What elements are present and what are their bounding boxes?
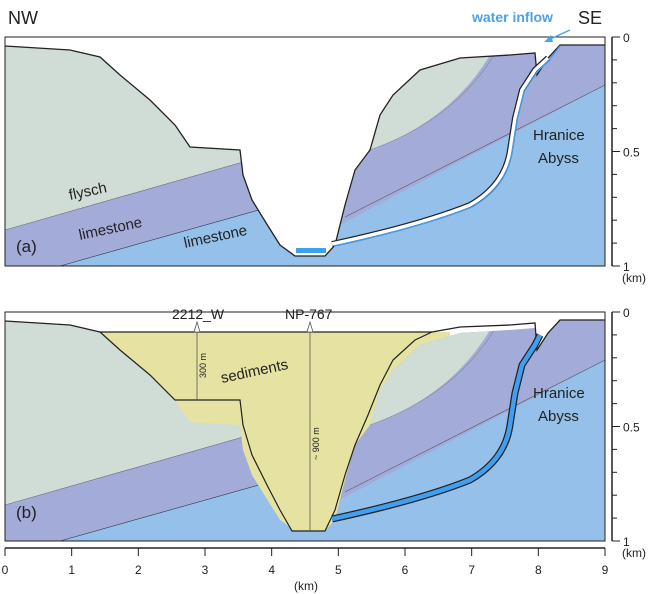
distance-tick-label: 3 [202, 563, 209, 577]
terrain-profile [4, 44, 605, 257]
borehole-np767-label: NP-767 [285, 306, 333, 322]
distance-tick-label: 5 [335, 563, 342, 577]
limestone-lower-right [330, 85, 605, 266]
sediment-body [98, 331, 433, 532]
abyss-label-line1: Hranice [533, 127, 585, 144]
panel-a-label: (a) [16, 237, 37, 256]
water-inflow-label: water inflow [471, 9, 553, 25]
depth-300m-label: 300 m [198, 353, 208, 378]
depth-tick-label: 0 [623, 306, 630, 320]
depth-900m-label: ~ 900 m [311, 427, 321, 460]
distance-unit-label: (km) [294, 579, 318, 593]
distance-tick-label: 7 [468, 563, 475, 577]
nw-label: NW [8, 8, 38, 28]
distance-tick-label: 6 [402, 563, 409, 577]
cave-channel [331, 56, 550, 246]
flooded-cave [331, 333, 543, 522]
depth-tick-label: 0 [623, 31, 630, 45]
distance-tick-label: 9 [602, 563, 609, 577]
depth-tick-label: 0.5 [623, 146, 640, 160]
depth-unit-label: (km) [622, 271, 646, 285]
canyon-water [296, 248, 326, 253]
axes: 00.51(km)00.51(km)0 1 2 3 4 5 6 7 8 9(km) [2, 31, 646, 593]
abyss-label-line1-b: Hranice [533, 385, 585, 402]
distance-tick-label: 0 [2, 563, 9, 577]
depth-tick-label: 0.5 [623, 421, 640, 435]
distance-tick-label: 4 [268, 563, 275, 577]
water-path [333, 45, 561, 247]
se-label: SE [578, 8, 602, 28]
abyss-label-line2: Abyss [538, 150, 579, 167]
borehole-2212w-label: 2212_W [172, 306, 225, 322]
abyss-label-line2-b: Abyss [538, 408, 579, 425]
distance-tick-label: 2 [135, 563, 142, 577]
distance-tick-label: 1 [68, 563, 75, 577]
panel-a: water inflow flysch limestone limestone … [4, 9, 606, 267]
depth-tick-label: 1 [623, 260, 630, 274]
depth-tick-label: 1 [623, 535, 630, 549]
depth-unit-label: (km) [622, 546, 646, 560]
distance-tick-label: 8 [535, 563, 542, 577]
panel-b-label: (b) [16, 503, 37, 522]
panel-b: 2212_W NP-767 300 m ~ 900 m sediments Hr… [4, 306, 606, 542]
